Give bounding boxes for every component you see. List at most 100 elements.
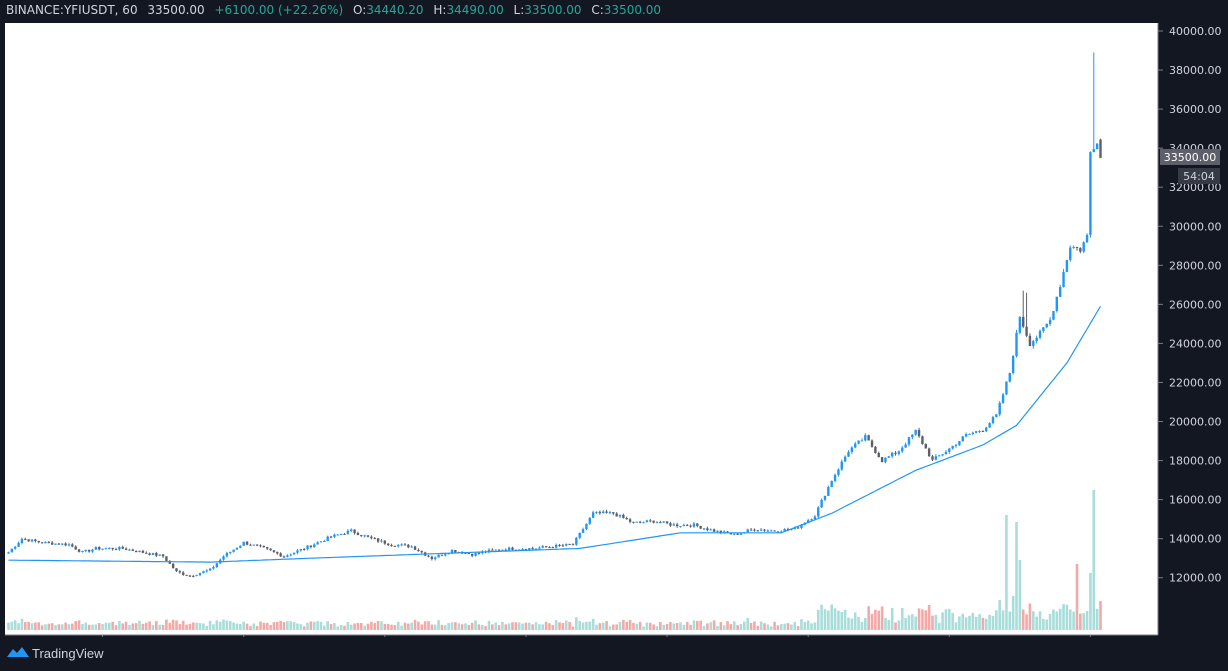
volume-bar bbox=[1025, 614, 1028, 630]
volume-bar bbox=[954, 622, 958, 630]
candle-body bbox=[847, 451, 850, 457]
volume-bar bbox=[665, 624, 669, 630]
volume-bar bbox=[460, 624, 464, 630]
candle-body bbox=[991, 417, 995, 424]
candle-body bbox=[383, 540, 387, 544]
time-axis[interactable]: 2324252627282930 bbox=[96, 635, 1098, 637]
candle-body bbox=[370, 536, 373, 539]
candle-body bbox=[578, 532, 581, 538]
volume-bar bbox=[591, 618, 595, 630]
volume-bar bbox=[235, 623, 239, 630]
candle-layer bbox=[7, 52, 1102, 578]
candle-body bbox=[538, 547, 541, 549]
candle-body bbox=[934, 456, 938, 460]
candle-body bbox=[759, 529, 763, 531]
volume-bar bbox=[208, 620, 212, 630]
volume-bar bbox=[228, 620, 232, 630]
volume-bar bbox=[212, 624, 215, 630]
volume-bar bbox=[181, 620, 185, 630]
volume-bar bbox=[450, 622, 454, 630]
candle-body bbox=[1025, 326, 1028, 336]
candle-body bbox=[14, 546, 17, 549]
volume-bar bbox=[239, 624, 242, 630]
candle-body bbox=[958, 441, 961, 446]
candle-body bbox=[645, 520, 649, 523]
volume-bar bbox=[437, 620, 440, 630]
volume-bar bbox=[615, 624, 618, 630]
candle-body bbox=[393, 545, 397, 547]
candle-body bbox=[554, 544, 558, 548]
volume-bar bbox=[433, 624, 437, 630]
brand-name[interactable]: TradingView bbox=[32, 646, 104, 661]
price-tick-label: 40000.00 bbox=[1169, 25, 1222, 38]
volume-bar bbox=[722, 625, 726, 630]
volume-bar bbox=[796, 626, 800, 630]
volume-bar bbox=[1092, 490, 1096, 630]
candle-body bbox=[622, 514, 625, 518]
volume-bar bbox=[1005, 515, 1008, 630]
candle-body bbox=[437, 554, 440, 558]
volume-bar bbox=[477, 624, 481, 630]
candle-body bbox=[249, 544, 252, 546]
price-axis[interactable]: 12000.00 14000.00 16000.00 18000.00 20000.00… bbox=[1158, 25, 1222, 585]
candle-body bbox=[225, 552, 229, 557]
volume-bar bbox=[554, 620, 558, 630]
volume-bar bbox=[1089, 573, 1092, 630]
candle-body bbox=[205, 570, 208, 572]
symbol-label[interactable]: BINANCE:YFIUSDT, 60 bbox=[6, 3, 138, 17]
candle-body bbox=[612, 512, 615, 514]
volume-bar bbox=[890, 607, 894, 630]
candle-body bbox=[669, 523, 672, 526]
candle-body bbox=[1038, 330, 1042, 338]
volume-bar bbox=[265, 622, 269, 630]
volume-bar bbox=[1038, 611, 1042, 630]
candle-body bbox=[111, 547, 114, 550]
candle-body bbox=[195, 575, 198, 577]
volume-bar bbox=[867, 606, 870, 630]
tradingview-logo-icon[interactable] bbox=[6, 645, 30, 659]
candle-body bbox=[363, 535, 366, 537]
candle-body bbox=[400, 544, 403, 546]
candle-body bbox=[833, 474, 837, 481]
price-tick-label: 36000.00 bbox=[1169, 103, 1222, 116]
candle-body bbox=[50, 542, 54, 545]
volume-bar bbox=[50, 623, 54, 630]
volume-bar bbox=[1008, 611, 1012, 630]
volume-bar bbox=[595, 624, 598, 630]
volume-bar bbox=[894, 622, 897, 630]
volume-bar bbox=[202, 623, 205, 630]
candle-body bbox=[339, 533, 343, 535]
candle-body bbox=[1062, 271, 1065, 288]
candle-body bbox=[968, 433, 971, 435]
candle-body bbox=[655, 522, 659, 524]
candle-body bbox=[1099, 139, 1102, 158]
candle-body bbox=[756, 530, 759, 532]
volume-bar bbox=[618, 621, 622, 630]
price-chart[interactable]: 12000.00 14000.00 16000.00 18000.00 20000.00… bbox=[0, 22, 1228, 637]
volume-bar bbox=[622, 619, 625, 630]
candle-body bbox=[118, 546, 121, 550]
candle-body bbox=[544, 546, 548, 548]
volume-bar bbox=[1055, 611, 1059, 630]
candle-body bbox=[558, 544, 561, 546]
candle-body bbox=[1075, 246, 1079, 248]
volume-bar bbox=[420, 624, 424, 630]
candle-body bbox=[440, 554, 444, 556]
volume-bar bbox=[655, 626, 659, 630]
candle-body bbox=[897, 451, 901, 454]
volume-bar bbox=[403, 622, 407, 630]
candle-body bbox=[860, 440, 864, 442]
volume-bar bbox=[937, 622, 941, 630]
candle-body bbox=[145, 552, 148, 554]
volume-bar bbox=[638, 621, 642, 630]
volume-bar bbox=[360, 622, 363, 630]
volume-bar bbox=[904, 618, 907, 630]
candle-body bbox=[121, 546, 124, 549]
volume-bar bbox=[981, 617, 985, 630]
volume-bar bbox=[60, 624, 64, 630]
chart-background bbox=[5, 23, 1158, 635]
volume-bar bbox=[561, 622, 565, 630]
volume-bar bbox=[175, 620, 178, 630]
candle-body bbox=[551, 547, 555, 549]
candle-body bbox=[602, 511, 605, 514]
